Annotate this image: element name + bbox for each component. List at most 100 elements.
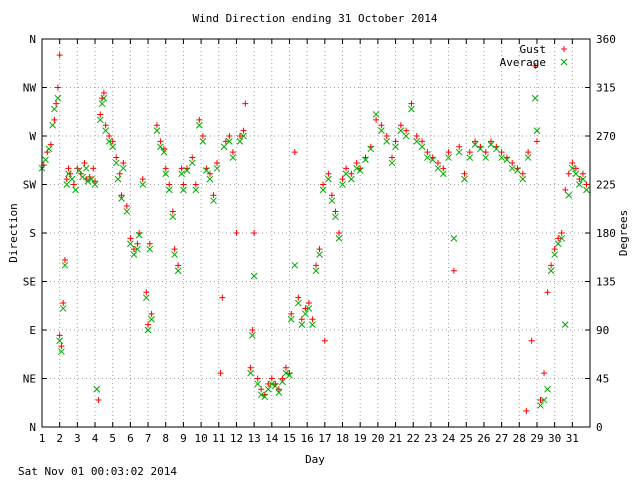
point-gust: [440, 165, 447, 172]
point-average: [98, 100, 106, 108]
point-gust: [254, 375, 261, 382]
point-average: [56, 337, 64, 345]
point-gust: [555, 235, 562, 242]
point-gust: [343, 165, 350, 172]
point-average: [206, 175, 214, 183]
point-average: [434, 164, 442, 172]
point-gust: [95, 397, 102, 404]
point-gust: [528, 337, 535, 344]
point-gust: [562, 186, 569, 193]
point-average: [383, 138, 391, 145]
legend-marker: [560, 58, 568, 66]
point-average: [332, 213, 339, 221]
point-average: [294, 299, 302, 307]
point-average: [579, 175, 587, 183]
point-average: [492, 145, 500, 153]
x-tick-label: 27: [495, 432, 508, 445]
timestamp: Sat Nov 01 00:03:02 2014: [18, 465, 177, 478]
point-gust: [192, 181, 199, 188]
point-average: [508, 164, 516, 172]
point-average: [348, 175, 355, 183]
point-gust: [537, 397, 544, 404]
y-tick-label-left: N: [29, 33, 36, 46]
point-average: [157, 143, 164, 151]
x-tick-label: 14: [265, 432, 279, 445]
point-average: [45, 145, 53, 153]
point-gust: [450, 267, 457, 274]
point-gust: [445, 149, 452, 156]
point-average: [316, 251, 323, 258]
point-gust: [229, 149, 236, 156]
point-gust: [109, 138, 116, 145]
point-gust: [175, 262, 182, 269]
y-tick-label-left: N: [29, 421, 36, 434]
point-average: [42, 156, 49, 164]
point-gust: [509, 159, 516, 166]
point-gust: [233, 230, 240, 236]
point-gust: [332, 208, 339, 215]
x-tick-label: 26: [477, 432, 490, 445]
point-gust: [162, 165, 169, 172]
point-average: [302, 310, 309, 318]
point-gust: [383, 133, 390, 139]
point-gust: [298, 316, 305, 323]
point-average: [547, 267, 555, 275]
point-gust: [316, 246, 323, 253]
point-gust: [288, 310, 295, 317]
point-gust: [541, 370, 548, 377]
point-average: [319, 186, 327, 194]
point-average: [119, 164, 127, 172]
plot-frame: [41, 38, 591, 428]
x-tick-label: 13: [248, 432, 261, 445]
x-tick-label: 4: [92, 432, 99, 445]
point-gust: [313, 262, 319, 269]
point-gust: [196, 116, 203, 123]
x-tick-label: 22: [407, 432, 420, 445]
point-gust: [424, 149, 431, 156]
point-gust: [214, 159, 221, 166]
y-tick-label-right: 315: [596, 82, 616, 95]
point-average: [236, 138, 244, 145]
point-gust: [353, 159, 360, 166]
point-average: [68, 175, 76, 183]
point-average: [105, 138, 113, 145]
point-average: [282, 369, 290, 377]
point-average: [130, 251, 138, 258]
point-average: [367, 145, 375, 153]
y-tick-label-left: SE: [23, 276, 36, 289]
x-tick-label: 9: [180, 432, 187, 445]
point-average: [247, 369, 254, 377]
point-average: [180, 186, 187, 194]
y-tick-label-right: 225: [596, 179, 616, 192]
x-tick-label: 5: [109, 432, 116, 445]
point-gust: [392, 138, 399, 145]
x-tick-label: 1: [39, 432, 46, 445]
point-average: [195, 121, 203, 129]
point-gust: [189, 154, 196, 161]
point-gust: [389, 154, 396, 161]
point-average: [102, 127, 109, 134]
point-gust: [498, 149, 505, 156]
y-tick-label-right: 360: [596, 33, 616, 46]
point-average: [275, 389, 283, 396]
point-gust: [488, 138, 495, 145]
point-gust: [166, 181, 173, 188]
point-gust: [146, 240, 153, 247]
x-tick-label: 16: [301, 432, 314, 445]
point-average: [388, 159, 396, 167]
series-gust: [40, 52, 590, 414]
point-gust: [569, 159, 576, 166]
point-average: [558, 235, 566, 242]
point-gust: [56, 52, 63, 59]
point-gust: [199, 133, 206, 139]
point-gust: [97, 111, 104, 118]
point-gust: [305, 300, 312, 307]
point-average: [445, 154, 452, 161]
point-average: [565, 191, 573, 199]
point-average: [254, 380, 262, 388]
point-gust: [408, 100, 415, 107]
point-gust: [106, 133, 113, 139]
point-average: [226, 138, 233, 145]
point-average: [199, 138, 207, 145]
x-tick-label: 20: [371, 432, 384, 445]
